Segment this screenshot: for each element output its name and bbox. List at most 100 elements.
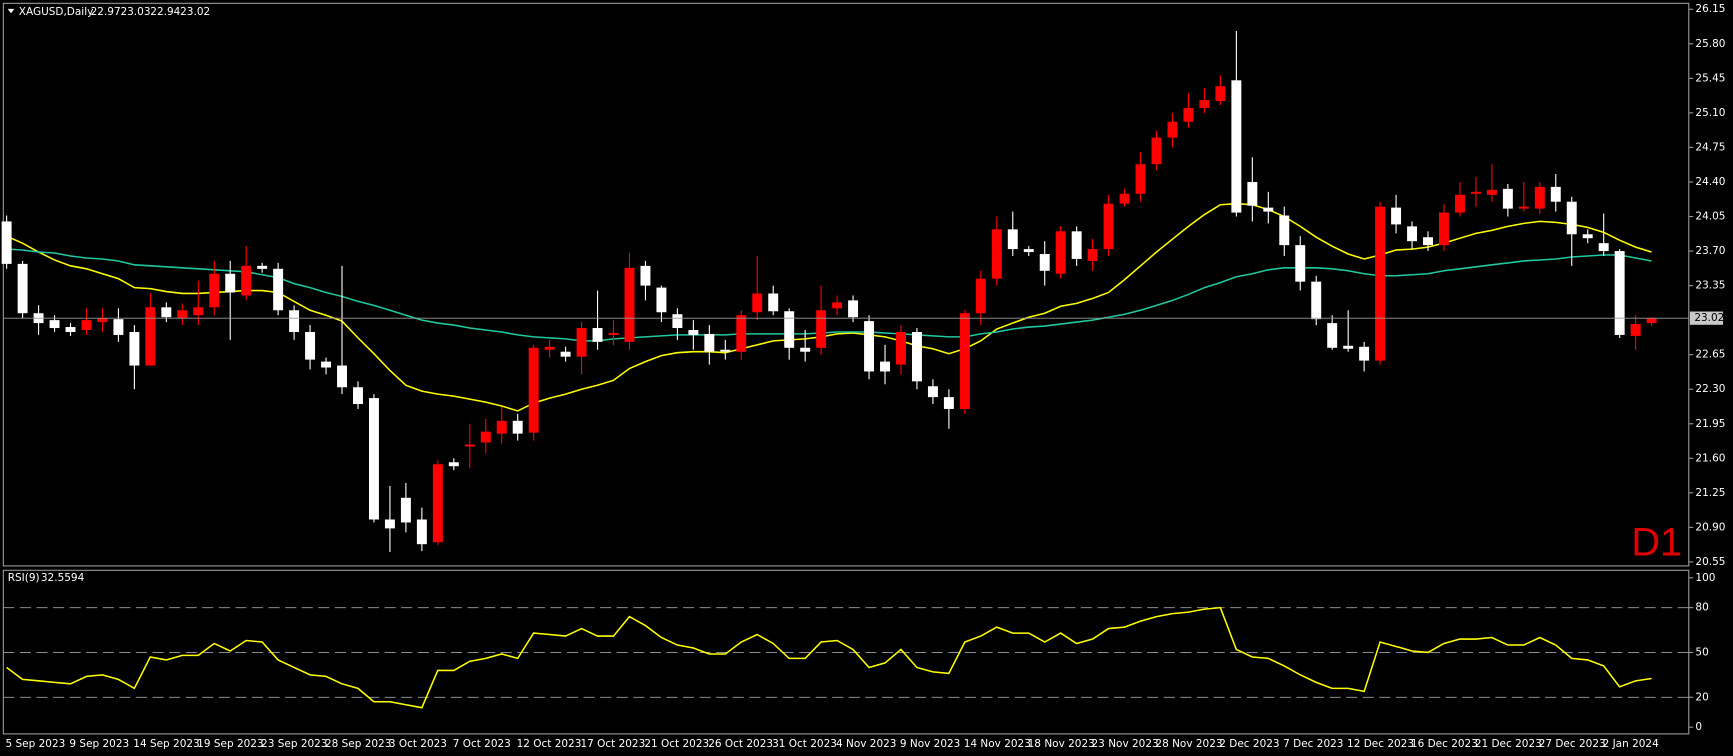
rsi-value: 32.5594 [41, 572, 85, 584]
x-tick-label: 31 Oct 2023 [772, 738, 837, 750]
candle-body [113, 319, 124, 335]
y-tick-label: 24.05 [1695, 211, 1725, 223]
candle-body [384, 519, 395, 529]
candle-body [1534, 186, 1545, 209]
candle-body [864, 321, 875, 372]
candle-body [1439, 212, 1449, 246]
candle-body [97, 318, 108, 323]
header-low: 22.94 [150, 6, 180, 18]
candle-body [1582, 234, 1593, 239]
candle-body [480, 431, 491, 443]
candle-body [1071, 231, 1082, 259]
current-price-label: 23.02 [1694, 312, 1724, 324]
header-high: 23.03 [120, 6, 150, 18]
x-tick-label: 23 Sep 2023 [261, 738, 327, 750]
candle-body [528, 347, 539, 433]
candle-body [289, 310, 300, 332]
candle-body [305, 331, 316, 360]
candle-body [560, 351, 571, 357]
x-tick-label: 18 Nov 2023 [1028, 738, 1095, 750]
collapse-icon [7, 8, 15, 14]
candle-body [1454, 194, 1465, 213]
x-tick-label: 21 Oct 2023 [644, 738, 709, 750]
candle-body [880, 361, 890, 372]
candle-body [353, 387, 363, 405]
x-tick-label: 16 Dec 2023 [1411, 738, 1478, 750]
candle-body [1135, 164, 1146, 194]
x-tick-label: 4 Nov 2023 [836, 738, 896, 750]
candle-body [1614, 251, 1625, 335]
x-tick-label: 23 Nov 2023 [1092, 738, 1159, 750]
y-tick-label: 22.30 [1695, 383, 1725, 395]
x-tick-label: 28 Nov 2023 [1155, 738, 1222, 750]
y-tick-label: 25.80 [1695, 38, 1725, 50]
candle-body [161, 307, 172, 318]
candle-body [1550, 186, 1561, 202]
candle-body [991, 229, 1002, 279]
candle-body [1295, 245, 1306, 282]
x-tick-label: 12 Dec 2023 [1347, 738, 1414, 750]
chart-title: XAGUSD,Daily [19, 6, 94, 18]
main-panel-frame [2, 2, 1690, 567]
candle-body [1231, 80, 1242, 213]
candle-body [1215, 86, 1226, 102]
candle-body [1646, 318, 1657, 324]
candle-body [1518, 206, 1529, 209]
candle-body [1103, 203, 1114, 250]
header-close: 23.02 [180, 6, 210, 18]
candle-body [672, 314, 683, 329]
y-tick-label: 21.25 [1695, 487, 1725, 499]
x-tick-label: 27 Dec 2023 [1539, 738, 1606, 750]
candle-body [416, 519, 427, 545]
candle-body [911, 331, 922, 382]
candle-body [1391, 207, 1402, 225]
x-tick-label: 5 Sep 2023 [6, 738, 66, 750]
x-tick-label: 17 Oct 2023 [580, 738, 645, 750]
candle-body [145, 307, 156, 366]
y-tick-label: 100 [1695, 572, 1715, 584]
candle-body [400, 497, 411, 523]
y-tick-label: 23.70 [1695, 245, 1725, 257]
current-price-box [1689, 311, 1724, 325]
y-tick-label: 25.10 [1695, 107, 1725, 119]
header-open: 22.97 [91, 6, 121, 18]
candle-body [1039, 254, 1050, 271]
candle-body [1, 221, 12, 264]
x-tick-label: 2 Dec 2023 [1219, 738, 1279, 750]
candle-body [129, 331, 140, 366]
candle-body [1167, 121, 1178, 138]
candle-body [848, 300, 859, 318]
candle-body [1311, 281, 1322, 320]
y-tick-label: 80 [1695, 602, 1708, 614]
x-tick-label: 14 Sep 2023 [133, 738, 199, 750]
candle-body [640, 265, 651, 286]
candle-body [1343, 345, 1354, 349]
x-tick-label: 14 Nov 2023 [964, 738, 1031, 750]
x-tick-label: 21 Dec 2023 [1475, 738, 1542, 750]
candle-body [1486, 189, 1497, 195]
x-tick-label: 9 Nov 2023 [900, 738, 960, 750]
candle-body [1007, 229, 1018, 250]
candle-body [704, 333, 715, 352]
candle-body [1151, 137, 1162, 165]
candle-body [65, 327, 76, 332]
candle-body [368, 398, 379, 520]
rsi-title: RSI(9) [8, 572, 40, 584]
candle-body [1087, 249, 1098, 261]
y-tick-label: 50 [1695, 646, 1708, 658]
y-tick-label: 20.55 [1695, 556, 1725, 568]
candle-body [241, 265, 252, 296]
y-tick-label: 24.75 [1695, 141, 1725, 153]
x-tick-label: 28 Sep 2023 [325, 738, 391, 750]
candle-body [768, 293, 779, 312]
y-tick-label: 24.40 [1695, 176, 1725, 188]
candle-body [943, 397, 954, 409]
candle-body [1119, 193, 1130, 204]
candle-body [49, 320, 60, 329]
y-tick-label: 26.15 [1695, 3, 1725, 15]
x-tick-label: 2 Jan 2024 [1603, 738, 1660, 750]
candle-body [225, 273, 236, 293]
y-tick-label: 21.60 [1695, 452, 1725, 464]
